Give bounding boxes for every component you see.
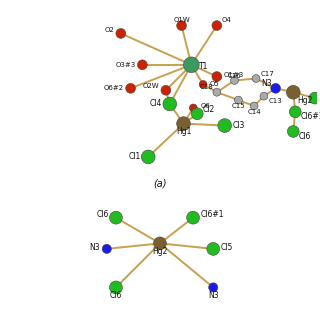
Circle shape: [102, 244, 111, 253]
Text: C13: C13: [269, 98, 283, 104]
Text: C14: C14: [247, 109, 261, 115]
Circle shape: [191, 108, 203, 120]
Circle shape: [189, 104, 197, 112]
Circle shape: [212, 72, 222, 82]
Text: O6#2: O6#2: [104, 85, 124, 91]
Text: Cl6: Cl6: [110, 291, 122, 300]
Text: N3: N3: [208, 291, 219, 300]
Text: Cl3: Cl3: [233, 121, 245, 130]
Circle shape: [141, 150, 155, 164]
Circle shape: [109, 211, 122, 224]
Text: Cl6#1: Cl6#1: [200, 210, 224, 219]
Text: Cl6#1: Cl6#1: [300, 112, 320, 121]
Text: C16: C16: [228, 73, 241, 79]
Text: O6: O6: [200, 103, 210, 109]
Circle shape: [309, 92, 320, 104]
Circle shape: [213, 88, 221, 96]
Text: C17: C17: [261, 71, 275, 76]
Text: O3#3: O3#3: [115, 62, 135, 68]
Text: O4: O4: [222, 17, 231, 23]
Circle shape: [235, 96, 242, 104]
Text: C18: C18: [199, 84, 213, 90]
Text: C15: C15: [232, 103, 245, 109]
Circle shape: [271, 84, 281, 93]
Circle shape: [286, 85, 300, 99]
Circle shape: [212, 21, 222, 30]
Text: O1W: O1W: [173, 17, 190, 23]
Circle shape: [218, 119, 232, 132]
Text: O1#3: O1#3: [224, 72, 244, 77]
Circle shape: [177, 117, 190, 131]
Text: Cl1: Cl1: [128, 152, 140, 161]
Text: N3: N3: [89, 243, 100, 252]
Circle shape: [187, 211, 199, 224]
Circle shape: [161, 85, 171, 95]
Text: N3: N3: [261, 79, 272, 88]
Circle shape: [231, 76, 238, 84]
Text: Hg1: Hg1: [176, 127, 191, 136]
Text: Cl4: Cl4: [149, 100, 162, 108]
Text: Cl6: Cl6: [96, 210, 108, 219]
Circle shape: [260, 92, 268, 100]
Circle shape: [177, 21, 187, 30]
Text: Cl6: Cl6: [298, 132, 310, 141]
Circle shape: [109, 281, 122, 294]
Circle shape: [163, 97, 177, 111]
Circle shape: [252, 75, 260, 83]
Text: O2W: O2W: [142, 83, 159, 89]
Text: T1: T1: [199, 62, 209, 71]
Circle shape: [116, 28, 126, 38]
Text: Cl5: Cl5: [220, 243, 233, 252]
Circle shape: [154, 237, 166, 250]
Circle shape: [250, 102, 258, 110]
Circle shape: [289, 106, 301, 118]
Circle shape: [287, 125, 299, 137]
Circle shape: [207, 243, 220, 255]
Circle shape: [209, 283, 218, 292]
Circle shape: [184, 57, 199, 73]
Text: Hg2: Hg2: [297, 96, 313, 105]
Circle shape: [126, 84, 135, 93]
Text: O2: O2: [104, 28, 114, 34]
Text: Hg2: Hg2: [152, 247, 168, 256]
Circle shape: [138, 60, 147, 70]
Circle shape: [199, 80, 207, 88]
Text: O5: O5: [210, 81, 220, 87]
Text: (a): (a): [153, 179, 167, 188]
Text: Cl2: Cl2: [202, 105, 214, 114]
